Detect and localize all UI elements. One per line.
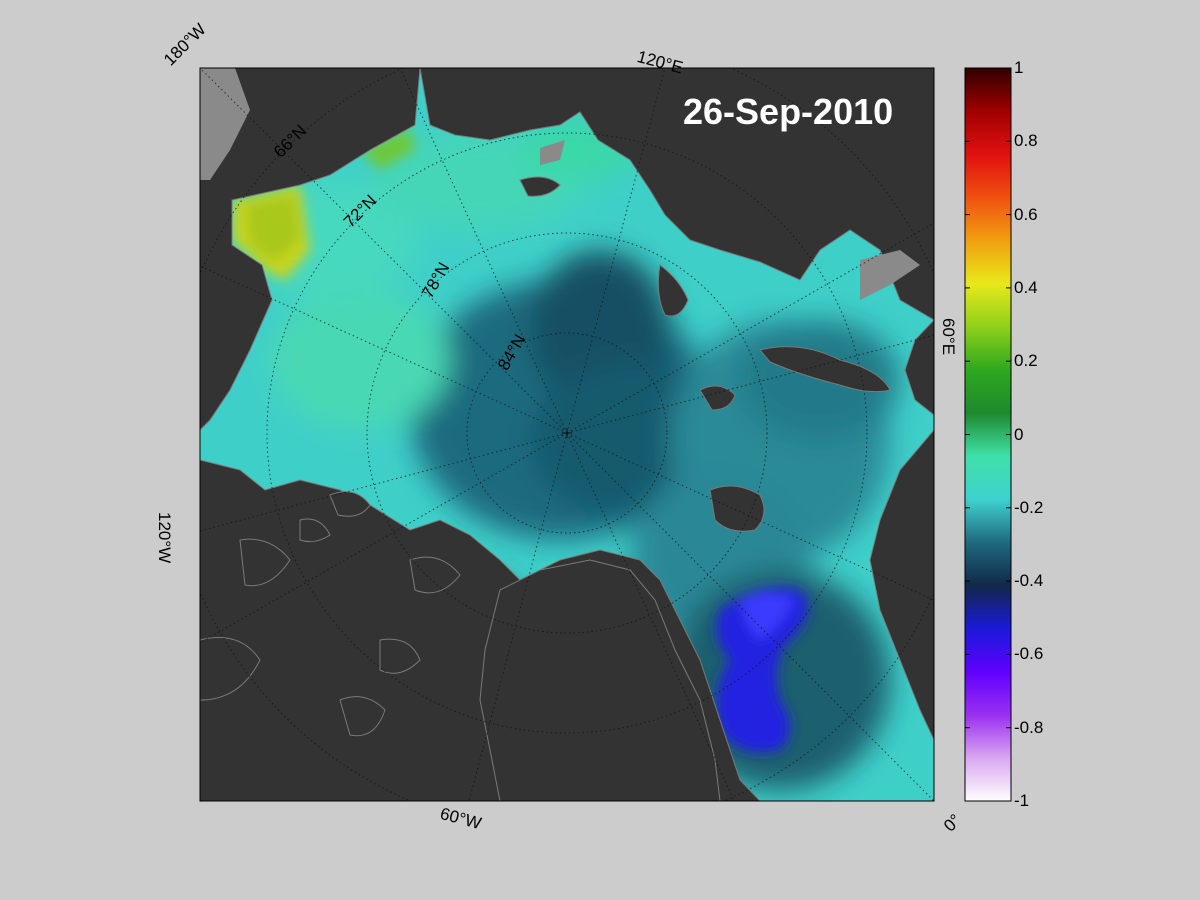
- land-island-2: [299, 518, 331, 543]
- land-island-5: [339, 696, 386, 737]
- anomaly-hotspots: [232, 128, 808, 753]
- colorbar: [964, 67, 1012, 802]
- colorbar-tick-label: 0.4: [1014, 277, 1038, 297]
- meridian-120w: [200, 432, 568, 532]
- land-svalbard: [709, 485, 765, 532]
- meridian-135w: [200, 68, 568, 434]
- map-frame-content: [200, 68, 934, 801]
- label-lon-120w: 120°W: [155, 512, 174, 564]
- colorbar-tick-label: 0.2: [1014, 351, 1038, 371]
- date-label: 26-Sep-2010: [683, 91, 894, 132]
- land-island-1: [329, 491, 371, 517]
- meridian-90w: [200, 432, 568, 644]
- land-scandinavia: [869, 429, 934, 741]
- colorbar-tick-label: 0.8: [1014, 131, 1038, 151]
- land-new-siberian: [519, 176, 561, 197]
- meridian-60e: [566, 334, 934, 434]
- colorbar-tick-label: -0.6: [1014, 644, 1044, 664]
- colorbar-tick-label: -0.4: [1014, 571, 1044, 591]
- colorbar-tick-label: -0.2: [1014, 497, 1044, 517]
- land-island-3: [239, 538, 291, 587]
- map-frame: [199, 67, 935, 802]
- land-franz-josef: [699, 385, 736, 411]
- meridian-45e: [566, 432, 934, 801]
- colorbar-tick-label: 0.6: [1014, 204, 1038, 224]
- land-island-6: [409, 556, 461, 594]
- colorbar-tick-label: 0: [1014, 424, 1024, 444]
- meridian-150w: [399, 68, 568, 434]
- meridian-60w: [468, 432, 568, 801]
- colorbar-tickmarks: [965, 67, 1011, 802]
- land-alaska: [200, 68, 421, 431]
- land-masses: [200, 68, 934, 801]
- colorbar-gradient: [965, 68, 1011, 801]
- label-lon-60e: 60°E: [939, 318, 958, 356]
- colorbar-tick-label: -1: [1014, 791, 1030, 810]
- land-greenland: [479, 559, 721, 801]
- land-island-4: [379, 638, 421, 674]
- graticule: [200, 68, 934, 801]
- colorbar-tick-label: -0.8: [1014, 717, 1044, 737]
- north-pole-marker: [562, 428, 572, 438]
- land-novaya-zemlya: [759, 346, 891, 393]
- coastal-shelves: [200, 68, 920, 300]
- parallel-78n: [366, 232, 768, 634]
- parallel-84n: [466, 332, 668, 534]
- land-island-7: [200, 637, 261, 701]
- land-severnaya: [657, 264, 689, 317]
- parallel-72n: [266, 132, 868, 734]
- colorbar-tick-label: 1: [1014, 58, 1024, 77]
- meridian-90e: [566, 222, 934, 434]
- land-kola: [904, 319, 934, 416]
